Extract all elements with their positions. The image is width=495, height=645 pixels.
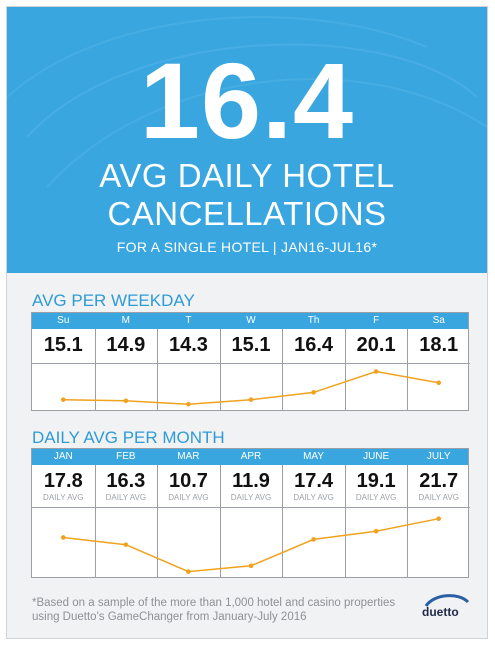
column-header: MAY (303, 451, 325, 462)
cell-sublabel: DAILY AVG (293, 493, 334, 502)
data-point (436, 516, 442, 521)
column-divider (157, 465, 159, 577)
hero-title-line2: CANCELLATIONS (107, 195, 387, 232)
duetto-logo-swoosh (424, 594, 470, 607)
weekday-section-title: AVG PER WEEKDAY (32, 291, 195, 310)
data-label: 18.1 (419, 334, 459, 356)
column-divider (219, 329, 221, 410)
data-label: 17.4 (294, 470, 334, 492)
footnote-line-1: *Based on a sample of the more than 1,00… (32, 597, 396, 609)
data-point (373, 369, 379, 374)
column-header: W (246, 315, 256, 326)
column-divider (282, 465, 284, 577)
column-divider (157, 329, 159, 410)
data-label: 14.3 (168, 334, 208, 356)
data-point (60, 397, 66, 402)
column-divider (219, 465, 221, 577)
column-header: APR (240, 451, 262, 462)
data-label: 10.7 (168, 470, 208, 492)
data-point (186, 569, 191, 574)
column-divider (94, 329, 96, 410)
data-point (123, 542, 129, 547)
cell-sublabel: DAILY AVG (168, 493, 209, 502)
month-table: JAN 17.8 DAILY AVG FEB 16.3 DAILY AVG MAR 10.7 D… (31, 448, 470, 578)
data-label: 11.9 (232, 470, 270, 492)
data-point (248, 563, 254, 569)
column-divider (344, 465, 346, 577)
column-divider (407, 329, 409, 410)
column-header: FEB (116, 451, 136, 462)
data-point (436, 380, 442, 386)
column-header: JULY (426, 451, 451, 462)
data-point (186, 401, 191, 407)
column-divider (407, 465, 409, 577)
data-label: 19.1 (356, 470, 396, 492)
cell-sublabel: DAILY AVG (355, 493, 397, 502)
data-label: 15.1 (43, 334, 83, 356)
data-label: 17.8 (43, 470, 83, 492)
column-header: Th (307, 315, 320, 326)
cell-sublabel: DAILY AVG (230, 493, 272, 502)
column-header: M (121, 315, 131, 326)
line-plot (60, 516, 442, 574)
cell-sublabel: DAILY AVG (105, 493, 147, 502)
duetto-logo-text: duetto (422, 605, 459, 619)
column-divider (94, 465, 96, 577)
column-header: Su (57, 315, 70, 326)
hero-title-line1: AVG DAILY HOTEL (99, 157, 395, 194)
data-point (248, 397, 254, 402)
hero-subtitle: FOR A SINGLE HOTEL | JAN16-JUL16* (116, 239, 378, 255)
weekday-table: Su 15.1 M 14.9 T 14.3 W 15.1 Th 16.4 F 20.1 Sa 18.1 (31, 312, 470, 411)
hero-swoosh-decoration (7, 16, 487, 188)
column-divider (344, 329, 346, 410)
column-header: MAR (177, 451, 200, 462)
data-label: 20.1 (356, 334, 396, 356)
row-divider (32, 507, 470, 508)
data-label: 14.9 (106, 334, 146, 356)
footnote-line-2: using Duetto's GameChanger from January-… (32, 611, 307, 623)
hero-banner: 16.4 AVG DAILY HOTEL CANCELLATIONS FOR A… (7, 7, 487, 273)
data-point (373, 528, 379, 534)
cell-sublabel: DAILY AVG (418, 493, 459, 502)
data-point (311, 537, 316, 542)
cell-sublabel: DAILY AVG (43, 493, 84, 502)
column-header: JUNE (363, 451, 390, 462)
line-plot (60, 369, 442, 407)
column-header: T (185, 315, 192, 326)
data-label: 16.4 (294, 334, 334, 356)
footnote: *Based on a sample of the more than 1,00… (32, 596, 412, 624)
column-header: Sa (432, 315, 445, 326)
column-header: JAN (53, 451, 73, 462)
data-label: 16.3 (106, 470, 146, 492)
data-point (60, 535, 66, 540)
data-label: 21.7 (419, 470, 459, 492)
row-divider (32, 363, 470, 364)
column-divider (282, 329, 284, 410)
data-label: 15.1 (231, 334, 271, 356)
month-section-title: DAILY AVG PER MONTH (32, 428, 225, 447)
header-band (32, 449, 468, 465)
hero-big-number: 16.4 (139, 40, 355, 161)
header-band (32, 313, 468, 329)
duetto-logo: duetto (420, 592, 472, 624)
column-header: F (373, 315, 380, 326)
data-point (123, 398, 129, 404)
data-point (311, 390, 316, 395)
